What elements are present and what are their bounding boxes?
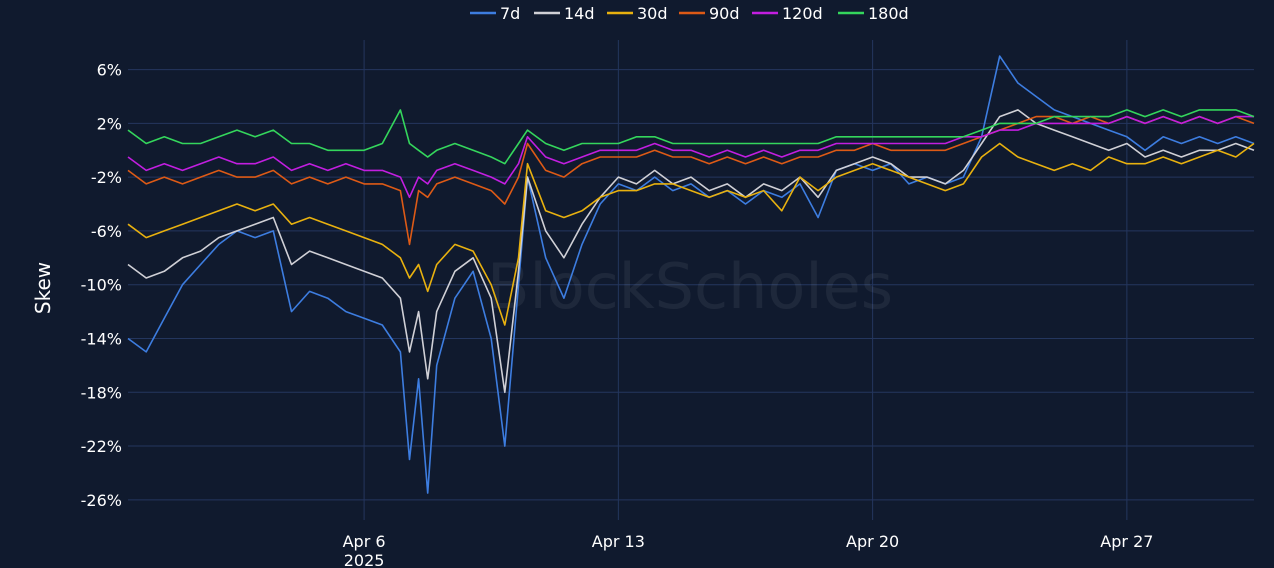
legend-label-7d[interactable]: 7d	[500, 4, 520, 23]
y-tick-label: -6%	[91, 222, 122, 241]
y-axis: 6% 2% -2% -6% -10% -14% -18% -22% -26%	[81, 61, 122, 510]
x-tick-label: Apr 20	[846, 532, 899, 551]
y-tick-label: -14%	[81, 329, 122, 348]
watermark: BlockScholes	[487, 250, 893, 323]
series-line-120d	[127, 115, 1254, 199]
legend: 7d 14d 30d 90d 120d 180d	[470, 4, 909, 23]
y-tick-label: 6%	[97, 61, 122, 80]
legend-label-90d[interactable]: 90d	[709, 4, 740, 23]
series-line-90d	[127, 115, 1255, 246]
x-tick-label: Apr 27	[1100, 532, 1153, 551]
x-tick-label: Apr 6	[343, 532, 386, 551]
legend-label-180d[interactable]: 180d	[868, 4, 909, 23]
series-layer	[127, 55, 1255, 494]
y-tick-label: -26%	[81, 491, 122, 510]
y-axis-title: Skew	[31, 262, 55, 314]
legend-label-120d[interactable]: 120d	[782, 4, 823, 23]
x-tick-label: Apr 13	[592, 532, 645, 551]
y-tick-label: -10%	[81, 276, 122, 295]
y-tick-label: 2%	[97, 114, 122, 133]
series-line-180d	[127, 109, 1255, 165]
y-tick-label: -18%	[81, 383, 122, 402]
x-tick-year-label: 2025	[344, 551, 385, 568]
y-tick-label: -2%	[91, 168, 122, 187]
y-tick-label: -22%	[81, 437, 122, 456]
series-line-14d	[127, 109, 1255, 394]
legend-label-30d[interactable]: 30d	[637, 4, 668, 23]
series-line-30d	[127, 142, 1255, 326]
legend-label-14d[interactable]: 14d	[564, 4, 595, 23]
